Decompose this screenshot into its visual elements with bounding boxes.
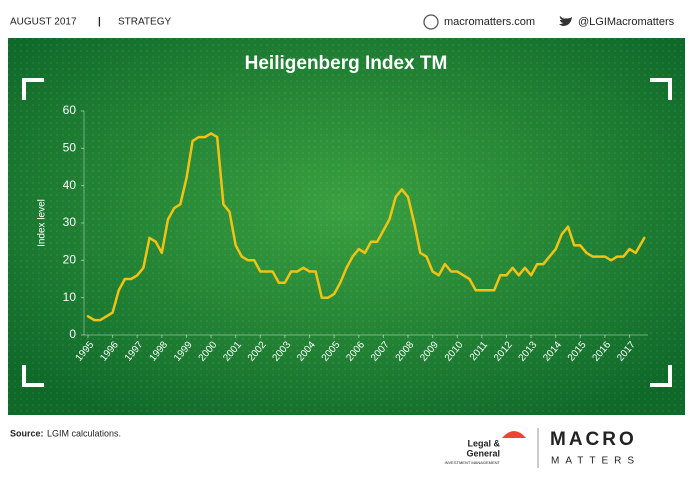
- corner-brackets: [22, 78, 672, 387]
- source-label: Source:: [10, 428, 44, 438]
- y-tick-label: 30: [63, 215, 77, 229]
- header-twitter[interactable]: @LGIMacromatters: [578, 16, 675, 28]
- header-separator: |: [98, 17, 101, 28]
- chart-title: Heiligenberg Index TM: [245, 53, 448, 74]
- lg-line2: General: [466, 448, 500, 458]
- logo-matters: MATTERS: [551, 456, 640, 467]
- header-date: AUGUST 2017: [10, 17, 77, 28]
- y-tick-label: 10: [63, 290, 77, 304]
- y-tick-label: 50: [63, 141, 77, 155]
- globe-icon: [423, 14, 439, 30]
- lg-umbrella: [502, 431, 526, 438]
- y-tick-label: 0: [69, 327, 76, 341]
- logo-macro: MACRO: [550, 429, 637, 450]
- twitter-icon: [559, 16, 572, 26]
- header-section: STRATEGY: [118, 17, 171, 28]
- panel-texture: [8, 38, 685, 415]
- y-tick-label: 60: [63, 103, 77, 117]
- y-tick-label: 40: [63, 178, 77, 192]
- lg-line1: Legal &: [467, 438, 500, 448]
- lg-sub: INVESTMENT MANAGEMENT: [445, 460, 501, 465]
- y-tick-label: 20: [63, 253, 77, 267]
- index-line: [86, 132, 646, 322]
- header-website[interactable]: macromatters.com: [444, 16, 535, 28]
- y-axis-label: Index level: [37, 199, 48, 247]
- source-text: LGIM calculations.: [47, 428, 121, 438]
